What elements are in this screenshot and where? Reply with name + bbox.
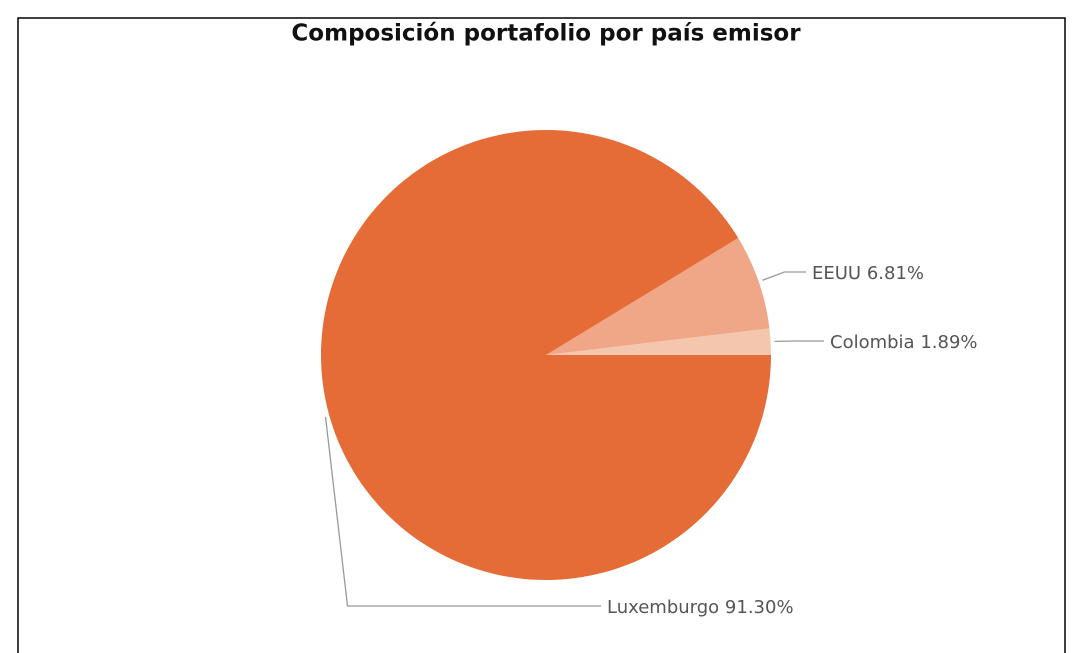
data-label: Colombia 1.89%	[830, 332, 978, 353]
data-label: EEUU 6.81%	[812, 263, 924, 284]
data-label: Luxemburgo 91.30%	[607, 597, 794, 618]
pie-slice	[321, 130, 771, 581]
value-label: 1.89%	[920, 332, 977, 353]
leader-line	[324, 416, 601, 607]
category-label: EEUU	[812, 263, 861, 284]
value-label: 91.30%	[725, 597, 794, 618]
chart-title: Composición portafolio por país emisor	[291, 21, 801, 47]
category-label: Colombia	[830, 332, 915, 353]
leader-line	[762, 271, 806, 281]
category-label: Luxemburgo	[607, 597, 719, 618]
pie-slice	[546, 238, 770, 355]
pie-slice	[546, 328, 771, 355]
value-label: 6.81%	[867, 263, 924, 284]
